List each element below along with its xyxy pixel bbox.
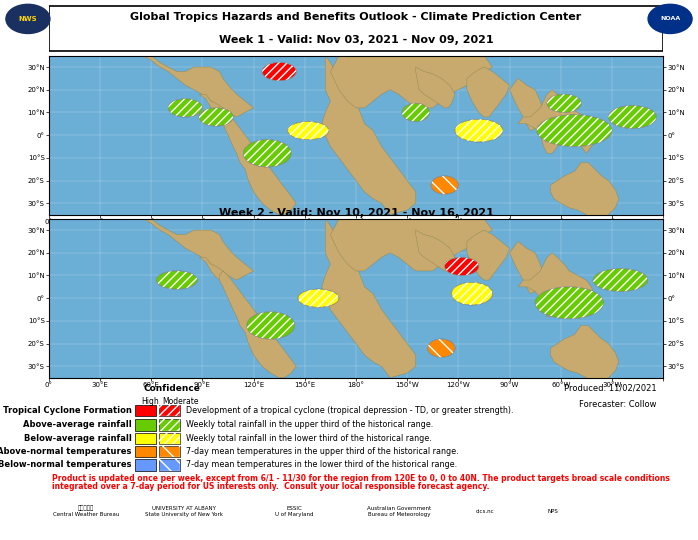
Ellipse shape — [452, 282, 493, 305]
Ellipse shape — [537, 114, 612, 146]
Text: Product is updated once per week, except from 6/1 - 11/30 for the region from 12: Product is updated once per week, except… — [52, 474, 670, 483]
Polygon shape — [416, 67, 455, 108]
Polygon shape — [330, 44, 493, 108]
Text: Confidence: Confidence — [143, 384, 200, 393]
Text: NOAA: NOAA — [660, 16, 681, 22]
Ellipse shape — [244, 140, 291, 167]
Title: Week 2 - Valid: Nov 10, 2021 - Nov 16, 2021: Week 2 - Valid: Nov 10, 2021 - Nov 16, 2… — [218, 208, 493, 218]
Ellipse shape — [262, 63, 296, 80]
Bar — [135, 446, 156, 457]
Bar — [159, 405, 180, 416]
Text: Global Tropics Hazards and Benefits Outlook - Climate Prediction Center: Global Tropics Hazards and Benefits Outl… — [131, 12, 581, 22]
Text: Development of a tropical cyclone (tropical depression - TD, or greater strength: Development of a tropical cyclone (tropi… — [186, 406, 514, 415]
Bar — [159, 459, 180, 470]
Text: NPS: NPS — [547, 509, 558, 514]
Polygon shape — [518, 253, 595, 316]
Bar — [159, 446, 180, 457]
Ellipse shape — [402, 103, 429, 122]
Ellipse shape — [168, 99, 202, 117]
Bar — [159, 419, 180, 430]
Text: ESSIC
U of Maryland: ESSIC U of Maryland — [275, 506, 314, 517]
Ellipse shape — [428, 339, 455, 357]
Text: Below-normal temperatures: Below-normal temperatures — [0, 461, 132, 469]
Polygon shape — [467, 230, 510, 280]
Bar — [159, 459, 180, 470]
Text: Above-average rainfall: Above-average rainfall — [23, 420, 132, 429]
Ellipse shape — [199, 108, 233, 126]
Polygon shape — [510, 241, 544, 294]
Ellipse shape — [247, 312, 295, 339]
Text: 7-day mean temperatures in the lower third of the historical range.: 7-day mean temperatures in the lower thi… — [186, 461, 458, 469]
Circle shape — [6, 4, 50, 33]
Ellipse shape — [431, 176, 459, 194]
Text: UNIVERSITY AT ALBANY
State University of New York: UNIVERSITY AT ALBANY State University of… — [145, 506, 223, 517]
Text: High: High — [141, 397, 159, 406]
Polygon shape — [467, 67, 510, 117]
Polygon shape — [199, 258, 228, 280]
Text: Produced: 11/02/2021: Produced: 11/02/2021 — [564, 384, 657, 393]
Text: cics.nc: cics.nc — [475, 509, 494, 514]
FancyBboxPatch shape — [49, 6, 663, 51]
Text: Week 1 - Valid: Nov 03, 2021 - Nov 09, 2021: Week 1 - Valid: Nov 03, 2021 - Nov 09, 2… — [218, 35, 493, 45]
Text: integrated over a 7-day period for US interests only.  Consult your local respon: integrated over a 7-day period for US in… — [52, 482, 489, 491]
Ellipse shape — [593, 269, 648, 292]
Polygon shape — [219, 108, 296, 214]
Circle shape — [648, 4, 692, 33]
Text: Below-average rainfall: Below-average rainfall — [24, 434, 132, 443]
Polygon shape — [510, 78, 544, 131]
Bar — [159, 433, 180, 444]
Polygon shape — [199, 94, 228, 117]
Polygon shape — [322, 219, 416, 377]
Ellipse shape — [609, 106, 656, 129]
Text: Australian Government
Bureau of Meteorology: Australian Government Bureau of Meteorol… — [367, 506, 431, 517]
Text: 7-day mean temperatures in the upper third of the historical range.: 7-day mean temperatures in the upper thi… — [186, 447, 459, 456]
Polygon shape — [416, 230, 455, 271]
Ellipse shape — [455, 119, 503, 142]
Bar — [159, 419, 180, 430]
Ellipse shape — [156, 271, 198, 289]
Polygon shape — [518, 90, 595, 153]
Text: Weekly total rainfall in the lower third of the historical range.: Weekly total rainfall in the lower third… — [186, 434, 432, 443]
Ellipse shape — [298, 289, 339, 307]
Text: Forecaster: Collow: Forecaster: Collow — [579, 400, 657, 409]
Text: Tropical Cyclone Formation: Tropical Cyclone Formation — [3, 406, 132, 415]
Bar — [135, 433, 156, 444]
Ellipse shape — [288, 122, 329, 140]
Polygon shape — [322, 56, 416, 214]
Text: Weekly total rainfall in the upper third of the historical range.: Weekly total rainfall in the upper third… — [186, 420, 433, 429]
Bar — [135, 459, 156, 470]
Text: Moderate: Moderate — [163, 397, 199, 406]
Polygon shape — [219, 271, 296, 377]
Bar — [159, 446, 180, 457]
Text: Above-normal temperatures: Above-normal temperatures — [0, 447, 132, 456]
Text: NWS: NWS — [19, 16, 37, 22]
Polygon shape — [142, 56, 253, 117]
Ellipse shape — [535, 287, 603, 319]
Bar — [135, 419, 156, 430]
Text: 中央氣象局
Central Weather Bureau: 中央氣象局 Central Weather Bureau — [52, 506, 119, 517]
Ellipse shape — [547, 94, 581, 112]
Polygon shape — [330, 207, 493, 271]
Ellipse shape — [445, 258, 479, 275]
Polygon shape — [551, 326, 618, 384]
Bar — [135, 405, 156, 416]
Bar — [159, 433, 180, 444]
Polygon shape — [142, 219, 253, 280]
Bar — [159, 405, 180, 416]
Polygon shape — [551, 163, 618, 221]
